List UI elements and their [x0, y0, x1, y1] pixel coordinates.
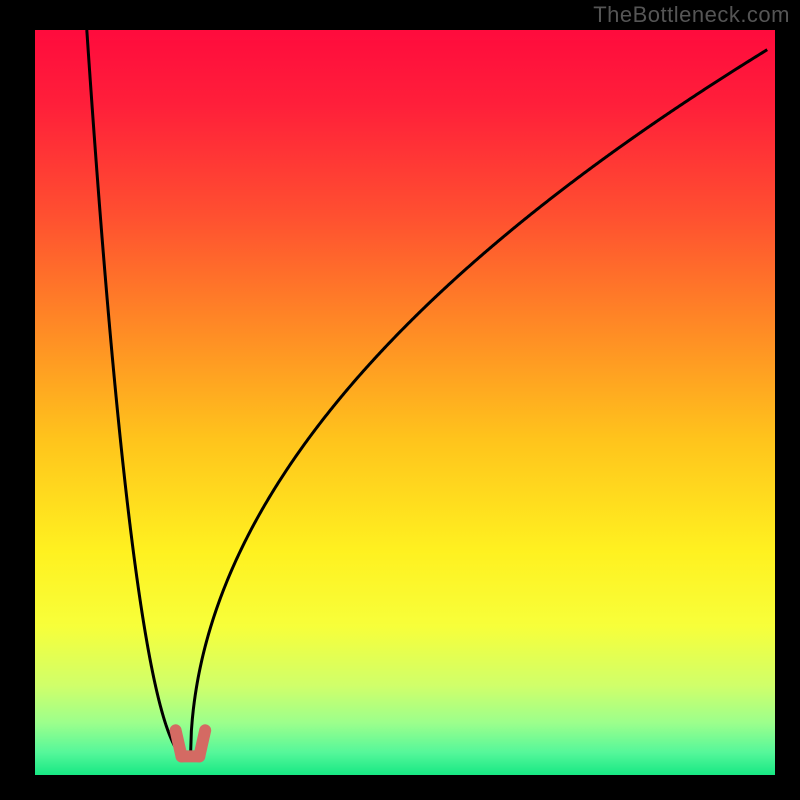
- tip-marker-seg: [199, 730, 205, 756]
- plot-area: [35, 30, 775, 775]
- watermark-text: TheBottleneck.com: [593, 2, 790, 28]
